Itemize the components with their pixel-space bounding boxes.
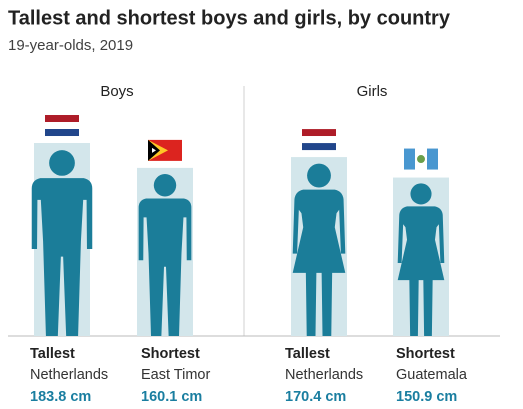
silhouette-head — [153, 174, 177, 197]
flag-stripe — [404, 162, 438, 170]
flag-stripe — [302, 136, 336, 144]
flag-band — [404, 148, 415, 170]
flag-stripe — [45, 122, 79, 130]
flag — [45, 115, 79, 137]
value-label: 160.1 cm — [141, 389, 202, 405]
category-label: Shortest — [396, 346, 455, 362]
flag-stripe — [404, 169, 438, 177]
flag-stripe — [302, 143, 336, 151]
silhouette-head — [410, 183, 432, 205]
flag-stripe — [45, 115, 79, 123]
value-label: 150.9 cm — [396, 389, 457, 405]
category-label: Tallest — [285, 346, 330, 362]
silhouette — [138, 174, 192, 336]
silhouette-head — [307, 163, 331, 188]
chart-subtitle: 19-year-olds, 2019 — [8, 37, 133, 54]
flag — [404, 148, 438, 177]
flag-star — [152, 147, 156, 153]
country-label: Guatemala — [396, 367, 468, 383]
flag — [148, 139, 182, 161]
flag-stripe — [45, 129, 79, 137]
country-label: Netherlands — [30, 367, 108, 383]
value-label: 183.8 cm — [30, 389, 91, 405]
country-label: Netherlands — [285, 367, 363, 383]
category-label: Tallest — [30, 346, 75, 362]
silhouette-body — [138, 198, 192, 336]
silhouette — [397, 183, 445, 336]
country-label: East Timor — [141, 367, 210, 383]
silhouette-head — [49, 150, 75, 176]
silhouette-body — [292, 189, 346, 336]
category-label: Shortest — [141, 346, 200, 362]
chart-title: Tallest and shortest boys and girls, by … — [8, 7, 451, 29]
flag-stripe — [302, 129, 336, 137]
silhouette-body — [31, 178, 93, 336]
silhouette-body — [397, 206, 445, 336]
flag — [302, 129, 336, 151]
flag-band — [427, 148, 438, 170]
group-label: Girls — [357, 83, 388, 100]
value-label: 170.4 cm — [285, 389, 346, 405]
group-label: Boys — [100, 83, 133, 100]
silhouette — [292, 163, 346, 336]
flag-emblem — [417, 155, 425, 164]
silhouette — [31, 150, 93, 336]
